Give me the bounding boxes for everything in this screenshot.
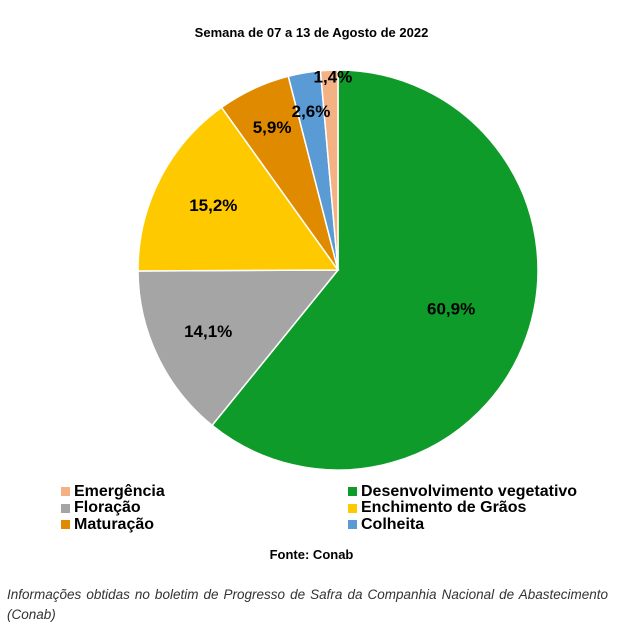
legend-label: Colheita	[361, 515, 425, 533]
legend-swatch	[61, 487, 70, 496]
legend-item: Maturação	[61, 516, 154, 533]
pie-slice-floracao	[137, 269, 340, 427]
chart-legend: Emergência Desenvolvimento vegetativo Flor…	[0, 483, 623, 533]
pie-chart: 60,9% 14,1% 15,2% 5,9%2,6% 1,4%	[137, 68, 539, 471]
data-label: 15,2%	[189, 196, 237, 215]
data-label: 5,9%	[253, 118, 292, 137]
pie-slice-desenvolvimento-vegetativo	[211, 69, 539, 471]
legend-item: Colheita	[348, 516, 424, 533]
legend-item: Emergência	[61, 483, 165, 500]
data-label: 2,6%	[292, 102, 331, 121]
legend-swatch	[348, 503, 357, 513]
pie-slice-enchimento-de-graos	[137, 106, 340, 272]
legend-swatch	[61, 520, 70, 529]
legend-swatch	[348, 487, 357, 496]
legend-label: Emergência	[74, 482, 165, 500]
pie-slices	[137, 69, 539, 471]
chart-title: Semana de 07 a 13 de Agosto de 2022	[194, 25, 429, 40]
legend-item: Enchimento de Grãos	[348, 499, 527, 517]
pie-data-labels: 60,9% 14,1% 15,2% 5,9%2,6% 1,4%	[184, 68, 475, 341]
pie-slice-emergencia	[319, 69, 339, 271]
legend-swatch	[61, 503, 70, 513]
data-label: 60,9%	[427, 300, 475, 319]
data-label: 14,1%	[184, 322, 232, 341]
data-label: 1,4%	[314, 68, 353, 87]
legend-label: Enchimento de Grãos	[361, 499, 527, 516]
legend-swatch	[348, 520, 357, 529]
legend-label: Floração	[74, 499, 141, 516]
footnote: Informações obtidas no boletim de Progre…	[7, 587, 608, 622]
source-caption: Fonte: Conab	[269, 547, 354, 562]
legend-label: Desenvolvimento vegetativo	[361, 482, 578, 500]
legend-label: Maturação	[74, 515, 155, 533]
legend-item: Floração	[61, 499, 141, 517]
legend-item: Desenvolvimento vegetativo	[348, 483, 577, 500]
